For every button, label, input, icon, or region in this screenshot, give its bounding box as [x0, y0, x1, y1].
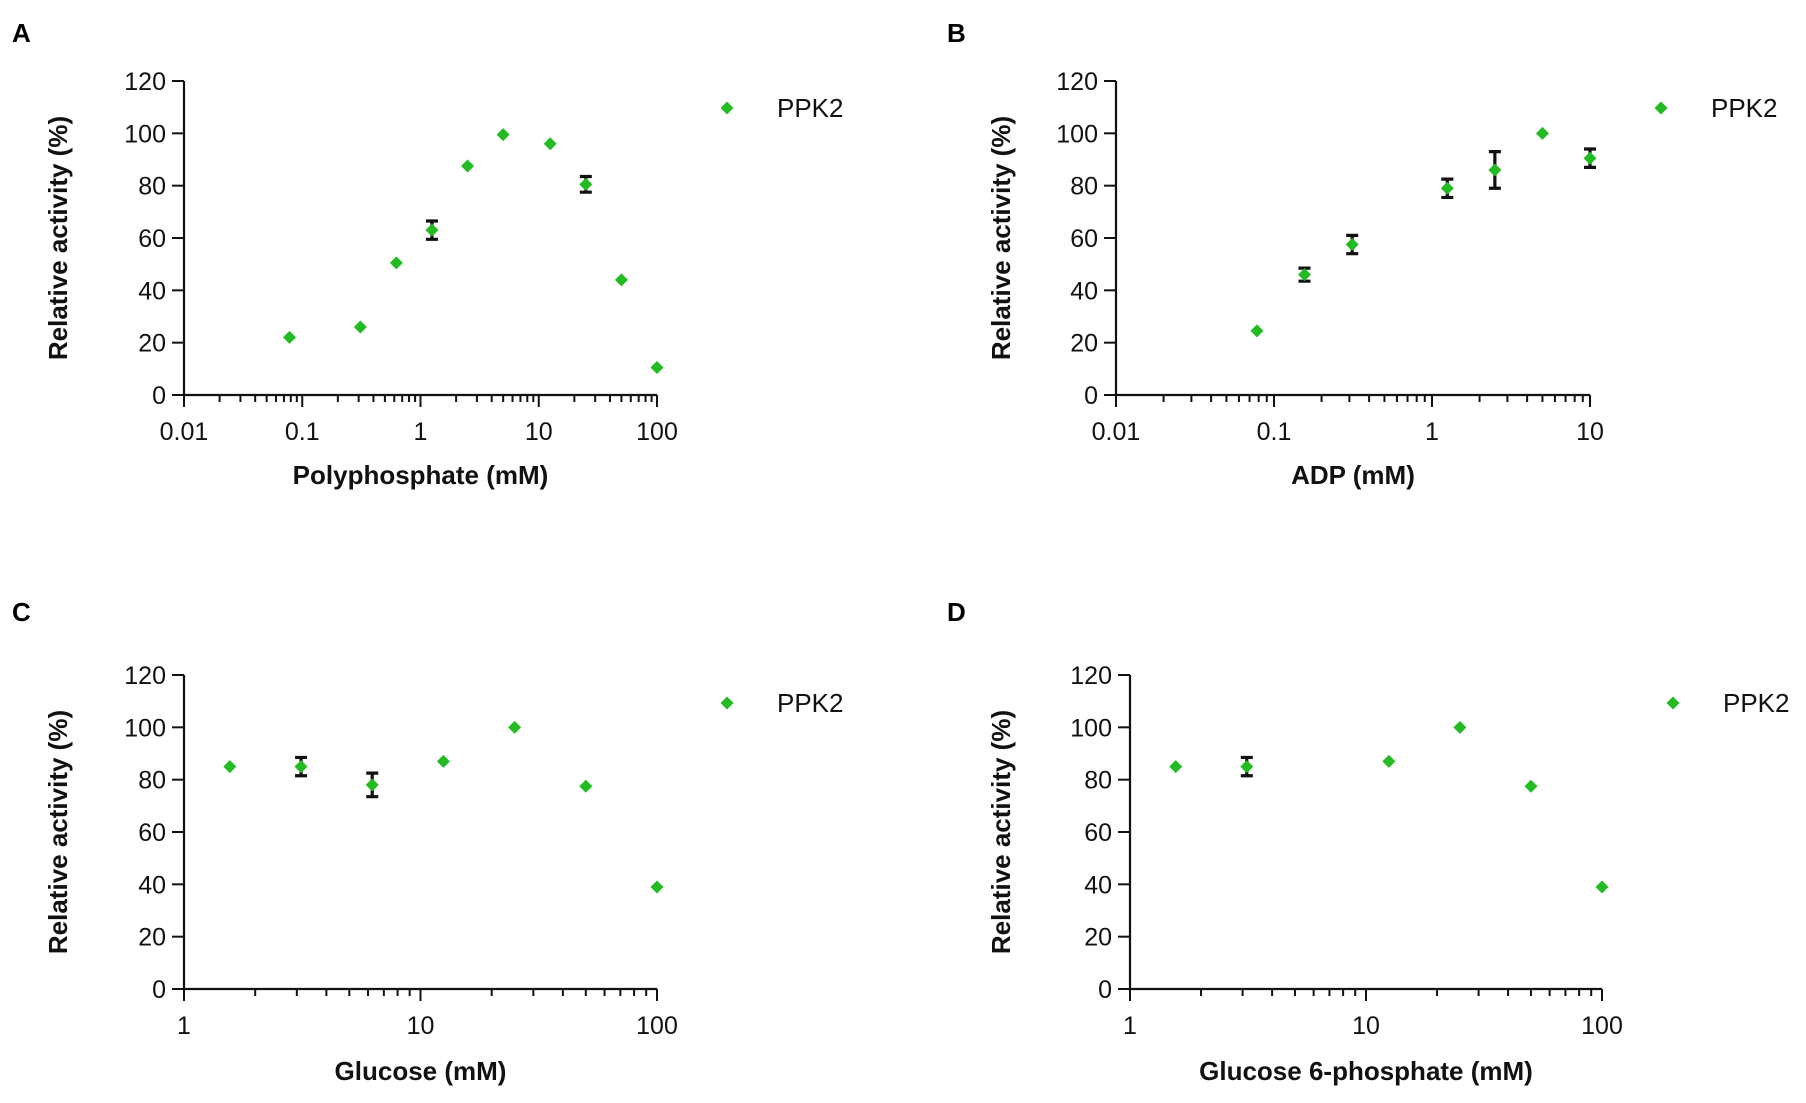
y-tick-label: 60: [1084, 819, 1112, 847]
x-tick-label: 0.1: [285, 418, 320, 446]
y-tick-label: 40: [138, 277, 166, 305]
data-point: [1382, 754, 1396, 768]
data-point: [650, 361, 664, 375]
legend-marker: [720, 696, 734, 710]
y-tick-label: 100: [124, 714, 166, 742]
panel-letter: B: [947, 18, 966, 48]
data-point: [496, 128, 510, 142]
y-tick-label: 40: [1084, 871, 1112, 899]
y-tick-label: 20: [1070, 330, 1098, 358]
y-tick-label: 120: [124, 68, 166, 96]
legend-marker: [1666, 696, 1680, 710]
data-point: [1595, 880, 1609, 894]
data-point: [1240, 760, 1254, 774]
y-tick-label: 0: [152, 976, 166, 1004]
data-point: [294, 760, 308, 774]
data-point: [650, 880, 664, 894]
y-tick-label: 40: [1070, 277, 1098, 305]
y-tick-label: 120: [1070, 662, 1112, 690]
y-tick-label: 80: [138, 173, 166, 201]
y-tick-label: 80: [1084, 767, 1112, 795]
y-tick-label: 20: [138, 330, 166, 358]
x-tick-label: 100: [636, 418, 678, 446]
data-point: [543, 137, 557, 151]
data-point: [1524, 779, 1538, 793]
x-tick-label: 10: [525, 418, 553, 446]
y-tick-label: 80: [138, 767, 166, 795]
x-tick-label: 10: [1576, 418, 1604, 446]
y-axis-title: Relative activity (%): [43, 710, 73, 954]
y-tick-label: 40: [138, 871, 166, 899]
data-point: [223, 760, 237, 774]
data-point: [1250, 324, 1264, 338]
panel-letter: A: [12, 18, 31, 48]
panel-B: B 0 20 40 60 80 100 120 0.01 0.1 1 10 ADP (mM) Relati…: [947, 18, 1778, 490]
x-axis-title: Glucose 6-phosphate (mM): [1199, 1056, 1533, 1086]
data-point: [1345, 238, 1359, 252]
legend-marker: [1654, 101, 1668, 115]
x-tick-label: 1: [177, 1012, 191, 1040]
data-point: [508, 720, 522, 734]
data-point: [614, 273, 628, 287]
y-axis-title: Relative activity (%): [986, 116, 1016, 360]
data-point: [436, 754, 450, 768]
y-tick-label: 80: [1070, 173, 1098, 201]
panel-letter: C: [12, 597, 31, 627]
x-tick-label: 0.01: [1092, 418, 1141, 446]
data-point: [1488, 163, 1502, 177]
legend-label: PPK2: [1711, 93, 1778, 123]
y-tick-label: 20: [1084, 924, 1112, 952]
data-point: [1169, 760, 1183, 774]
x-tick-label: 1: [414, 418, 428, 446]
panel-A: A 0 20 40 60 80 100 120 0.01 0.1 1 10 100 Polyphospha…: [12, 18, 844, 490]
y-tick-label: 60: [138, 819, 166, 847]
x-tick-label: 0.1: [1257, 418, 1292, 446]
x-tick-label: 100: [636, 1012, 678, 1040]
x-tick-label: 1: [1425, 418, 1439, 446]
y-tick-label: 60: [138, 225, 166, 253]
x-tick-label: 1: [1123, 1012, 1137, 1040]
y-tick-label: 100: [1070, 714, 1112, 742]
data-point: [579, 177, 593, 191]
y-tick-label: 0: [1084, 382, 1098, 410]
data-point: [461, 159, 475, 173]
legend-label: PPK2: [1723, 688, 1790, 718]
legend-marker: [720, 101, 734, 115]
data-point: [389, 256, 403, 270]
data-point: [1453, 720, 1467, 734]
x-axis-title: Glucose (mM): [335, 1056, 507, 1086]
data-point: [365, 778, 379, 792]
data-point: [282, 330, 296, 344]
legend-label: PPK2: [777, 93, 844, 123]
y-tick-label: 120: [1056, 68, 1098, 96]
y-axis-title: Relative activity (%): [43, 116, 73, 360]
y-tick-label: 100: [124, 120, 166, 148]
y-tick-label: 100: [1056, 120, 1098, 148]
legend-label: PPK2: [777, 688, 844, 718]
data-point: [1535, 126, 1549, 140]
y-tick-label: 0: [152, 382, 166, 410]
y-tick-label: 60: [1070, 225, 1098, 253]
data-point: [425, 223, 439, 237]
y-tick-label: 0: [1098, 976, 1112, 1004]
data-point: [1440, 181, 1454, 195]
y-axis-title: Relative activity (%): [986, 710, 1016, 954]
x-tick-label: 0.01: [160, 418, 209, 446]
data-point: [353, 320, 367, 334]
data-point: [1583, 151, 1597, 165]
x-axis-title: ADP (mM): [1291, 460, 1415, 490]
panel-letter: D: [947, 597, 966, 627]
data-point: [579, 779, 593, 793]
y-tick-label: 120: [124, 662, 166, 690]
x-axis-title: Polyphosphate (mM): [293, 460, 549, 490]
data-point: [1298, 268, 1312, 282]
x-tick-label: 100: [1581, 1012, 1623, 1040]
y-tick-label: 20: [138, 924, 166, 952]
x-tick-label: 10: [1352, 1012, 1380, 1040]
x-tick-label: 10: [407, 1012, 435, 1040]
